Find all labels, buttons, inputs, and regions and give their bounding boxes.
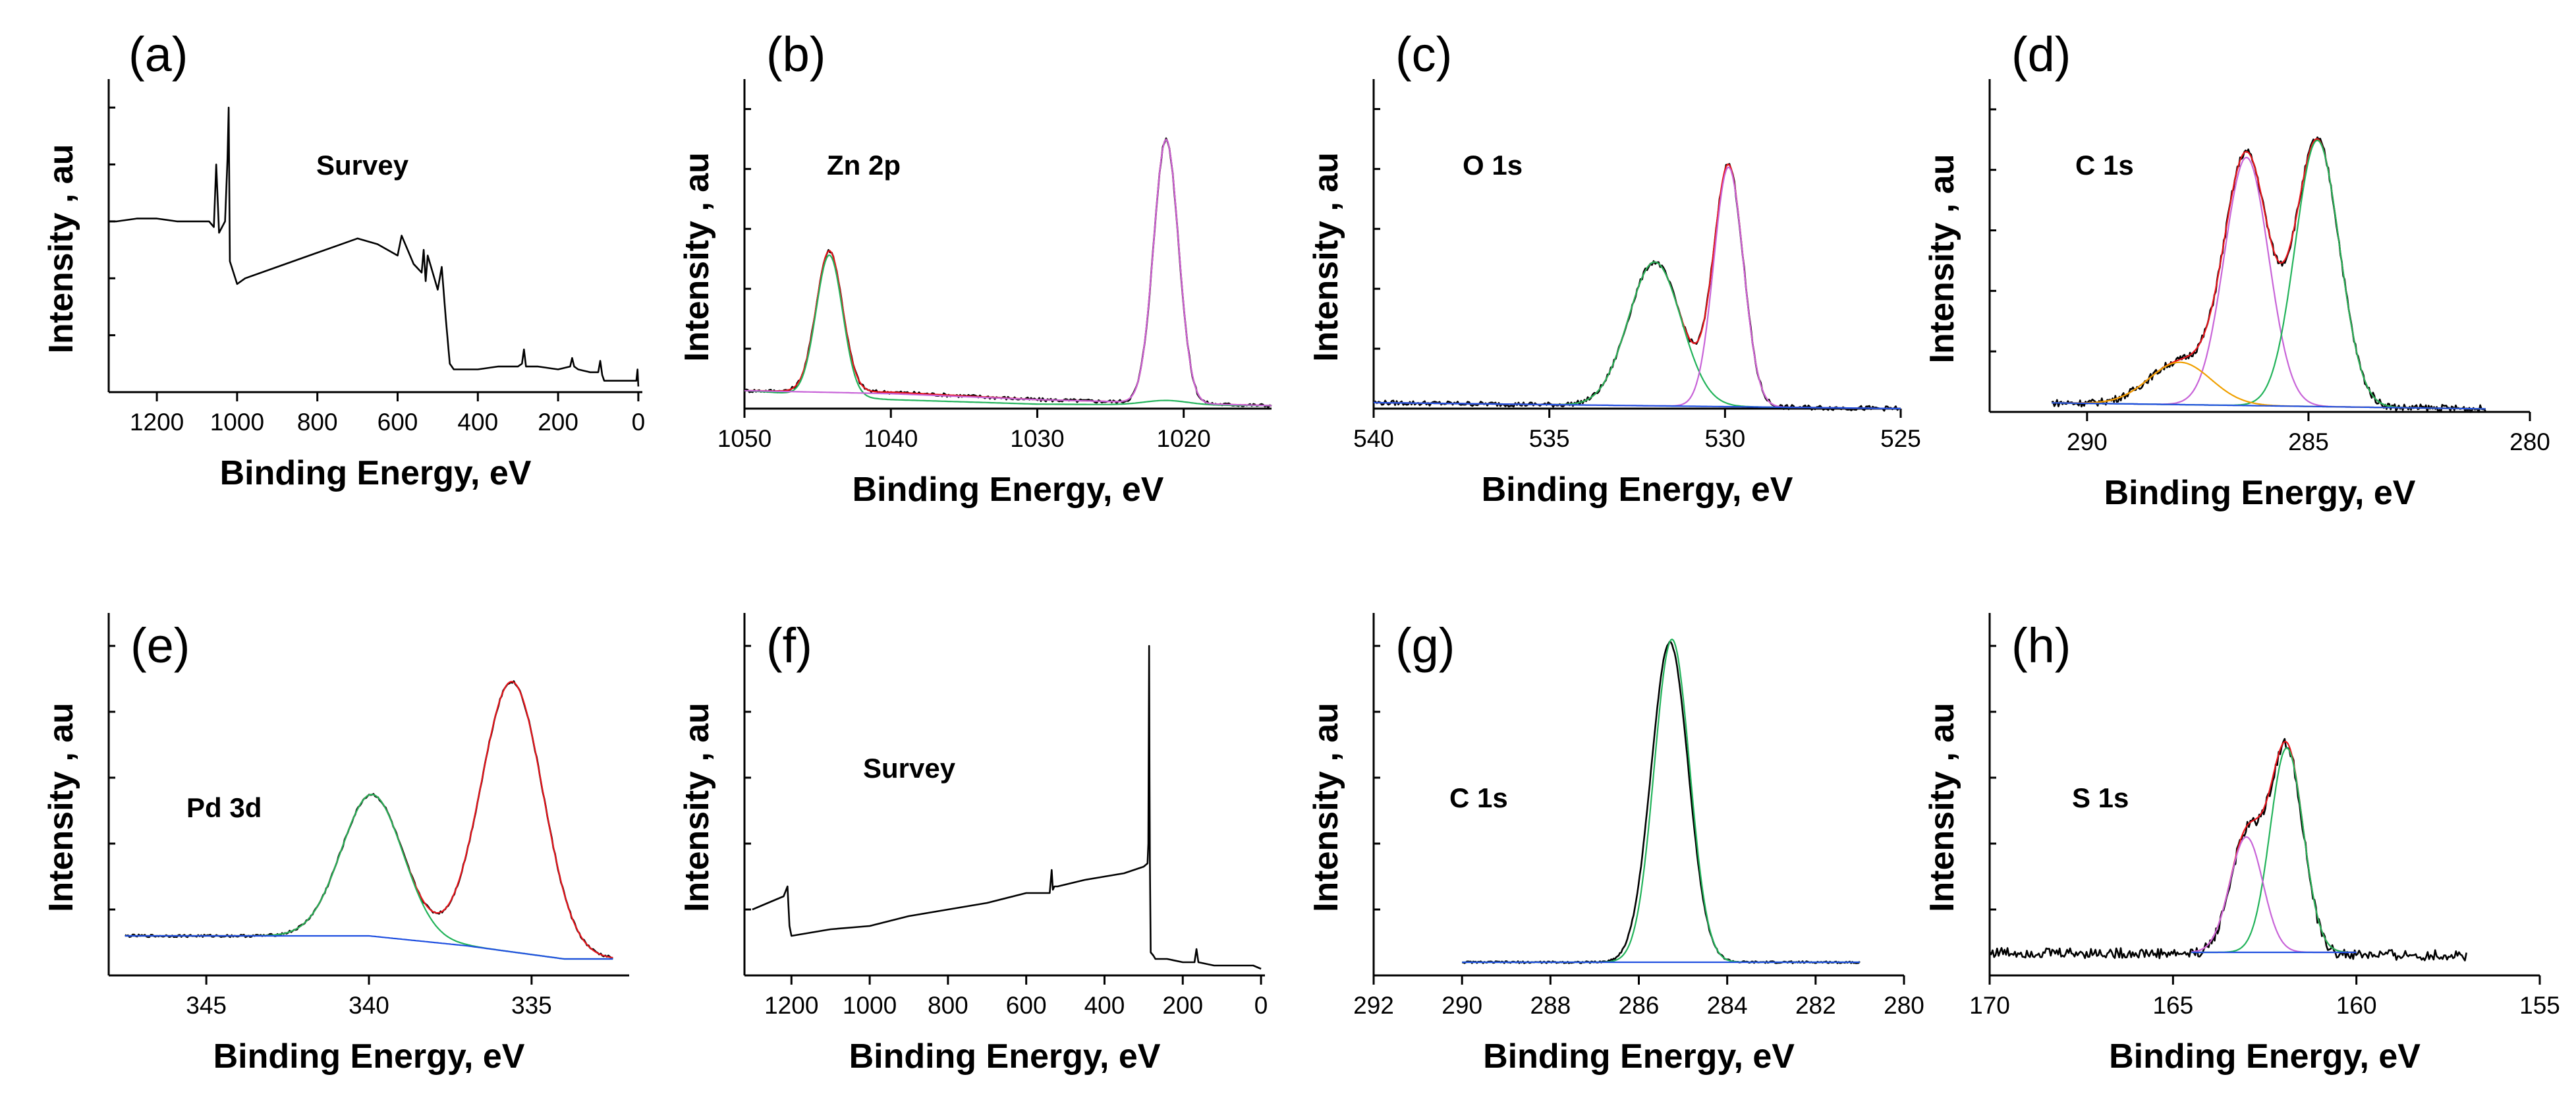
chart-panel-d: 290 285 280 Binding Energy, eV Intensity , a… <box>1923 27 2550 512</box>
series-baseline <box>1374 401 1901 410</box>
panel-label: (b) <box>766 27 826 82</box>
chart-panel-a: 1200 1000 800 600 400 200 0 Binding Energy, eV I… <box>42 27 645 492</box>
chart-panel-f: 1200 1000 800 600 400 200 0 Binding Energy, eV I… <box>678 613 1268 1076</box>
spectrum-annotation: C 1s <box>2075 150 2134 181</box>
series-zn-2p1-2-component <box>744 254 1272 407</box>
panel-label: (e) <box>130 618 190 673</box>
x-tick-label: 600 <box>378 409 418 436</box>
x-tick-label: 290 <box>1442 992 1482 1019</box>
chart-panel-b: 1050 1040 1030 1020 Binding Energy, eV Intens… <box>678 27 1272 509</box>
series-baseline <box>125 935 613 960</box>
y-axis-label: Intensity , au <box>1307 152 1345 362</box>
x-tick-label: 335 <box>511 992 552 1019</box>
series-zn-2p3-2-component <box>744 138 1272 407</box>
x-tick-label: 1050 <box>717 425 771 452</box>
series-measured <box>109 106 640 387</box>
x-tick-label: 284 <box>1707 992 1748 1019</box>
panel-label: (a) <box>128 27 188 82</box>
series-envelope <box>1374 163 1901 410</box>
x-tick-label: 1000 <box>843 992 897 1019</box>
y-axis-label: Intensity , au <box>42 703 80 912</box>
chart-panel-h: 170 165 160 155 Binding Energy, eV Intensity … <box>1923 613 2560 1076</box>
spectrum-annotation: Zn 2p <box>827 150 901 181</box>
x-tick-label: 0 <box>1254 992 1268 1019</box>
x-tick-label: 345 <box>186 992 227 1019</box>
series-baseline <box>2052 402 2486 410</box>
x-tick-label: 1200 <box>130 409 184 436</box>
x-axis-label: Binding Energy, eV <box>2109 1037 2421 1076</box>
x-tick-label: 1030 <box>1010 425 1064 452</box>
series-envelope <box>744 138 1272 407</box>
x-tick-label: 280 <box>1884 992 1924 1019</box>
series-measured <box>1988 737 2467 962</box>
chart-panel-g: 292 290 288 286 284 282 280 Binding Energy, eV I… <box>1307 613 1924 1076</box>
x-tick-label: 165 <box>2152 992 2193 1019</box>
x-tick-label: 525 <box>1880 425 1921 452</box>
x-tick-label: 400 <box>1084 992 1125 1019</box>
series-c-1s-284-8-ev <box>2052 139 2486 410</box>
x-tick-label: 800 <box>928 992 968 1019</box>
x-tick-label: 340 <box>349 992 389 1019</box>
x-tick-label: 540 <box>1353 425 1394 452</box>
chart-panel-e: 345 340 335 Binding Energy, eV Intensity , a… <box>42 613 629 1076</box>
spectrum-annotation: Pd 3d <box>186 792 262 823</box>
x-tick-label: 1200 <box>764 992 818 1019</box>
spectrum-annotation: S 1s <box>2072 782 2129 813</box>
y-axis-label: Intensity , au <box>1307 703 1345 912</box>
x-tick-label: 800 <box>297 409 338 436</box>
series-envelope <box>2191 741 2357 954</box>
x-tick-label: 292 <box>1353 992 1394 1019</box>
x-axis-label: Binding Energy, eV <box>853 471 1164 509</box>
spectrum-annotation: O 1s <box>1463 150 1523 181</box>
panel-label: (h) <box>2011 618 2071 673</box>
x-tick-label: 535 <box>1529 425 1570 452</box>
panel-label: (d) <box>2011 27 2071 82</box>
x-tick-label: 400 <box>457 409 498 436</box>
x-tick-label: 290 <box>2067 428 2108 455</box>
panel-label: (c) <box>1395 27 1452 82</box>
panel-label: (f) <box>766 618 812 673</box>
x-tick-label: 1000 <box>210 409 264 436</box>
panel-label: (g) <box>1395 618 1455 673</box>
spectrum-annotation: C 1s <box>1449 782 1508 813</box>
x-tick-label: 155 <box>2519 992 2560 1019</box>
series-c-1s-component <box>1462 638 1860 964</box>
series-o-1s-component-532-0-ev <box>1374 261 1901 410</box>
series-c-1s-286-4-ev <box>2052 156 2486 410</box>
series-measured <box>752 645 1262 970</box>
x-tick-label: 200 <box>1162 992 1203 1019</box>
x-tick-label: 200 <box>538 409 578 436</box>
spectrum-annotation: Survey <box>316 150 409 181</box>
x-tick-label: 285 <box>2288 428 2329 455</box>
x-tick-label: 160 <box>2336 992 2377 1019</box>
x-tick-label: 1040 <box>864 425 918 452</box>
y-axis-label: Intensity , au <box>678 152 716 362</box>
x-tick-label: 1020 <box>1157 425 1211 452</box>
x-tick-label: 0 <box>632 409 646 436</box>
x-tick-label: 280 <box>2509 428 2550 455</box>
y-axis-label: Intensity , au <box>678 703 716 912</box>
y-axis-label: Intensity , au <box>42 144 80 354</box>
x-axis-label: Binding Energy, eV <box>1482 471 1793 509</box>
x-tick-label: 600 <box>1006 992 1047 1019</box>
x-tick-label: 282 <box>1795 992 1836 1019</box>
spectrum-annotation: Survey <box>863 753 956 784</box>
x-axis-label: Binding Energy, eV <box>1483 1037 1795 1076</box>
x-tick-label: 530 <box>1704 425 1745 452</box>
x-tick-label: 288 <box>1530 992 1571 1019</box>
y-axis-label: Intensity , au <box>1923 703 1961 912</box>
x-axis-label: Binding Energy, eV <box>2104 474 2416 512</box>
x-axis-label: Binding Energy, eV <box>213 1037 525 1076</box>
x-tick-label: 286 <box>1619 992 1660 1019</box>
series-measured <box>743 137 1272 409</box>
chart-panel-c: 540 535 530 525 Binding Energy, eV Intensity … <box>1307 27 1921 509</box>
y-axis-label: Intensity , au <box>1923 154 1961 364</box>
series-measured <box>1373 163 1901 412</box>
x-axis-label: Binding Energy, eV <box>220 454 532 492</box>
x-axis-label: Binding Energy, eV <box>849 1037 1161 1076</box>
x-tick-label: 170 <box>1969 992 2010 1019</box>
